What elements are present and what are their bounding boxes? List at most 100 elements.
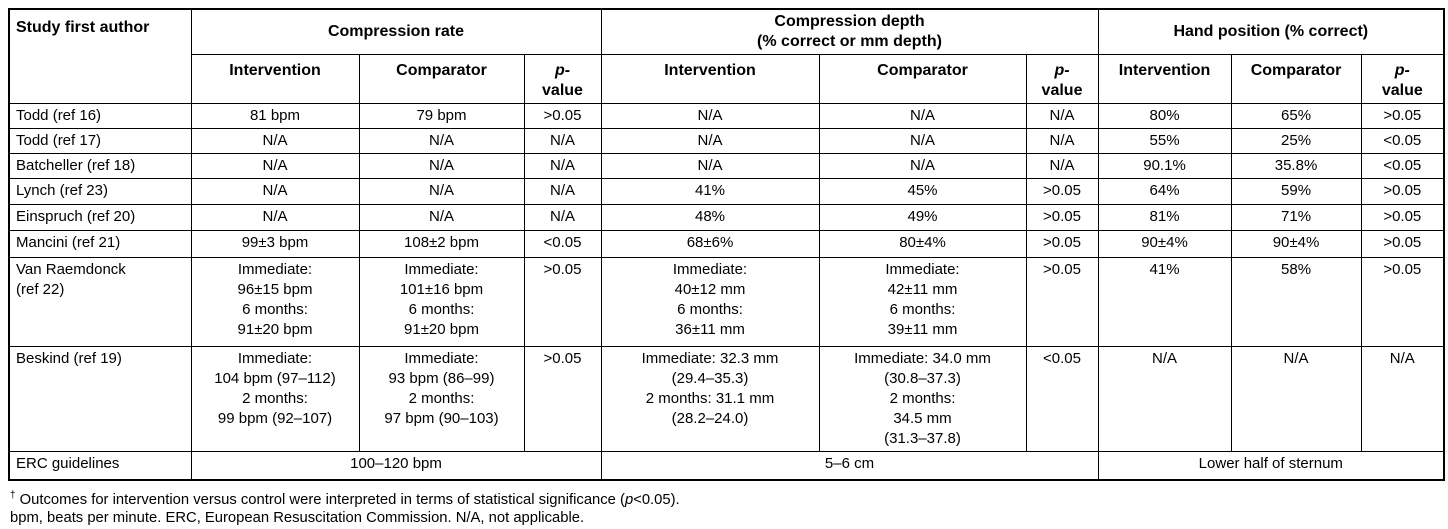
table-row: Van Raemdonck (ref 22) Immediate: 96±15 … <box>8 257 1445 347</box>
col-header-hp-comparator: Comparator <box>1230 54 1362 104</box>
cell-cr-intervention: 99±3 bpm <box>190 230 360 258</box>
cell-cr-p-value: >0.05 <box>523 257 602 347</box>
sub-header-row: Intervention Comparator p-value Interven… <box>9 54 1445 104</box>
cell-cd-comparator: N/A <box>818 128 1027 154</box>
col-header-cd-intervention: Intervention <box>600 54 820 104</box>
cell-cr-p-value: >0.05 <box>523 103 602 129</box>
table-row: Mancini (ref 21) 99±3 bpm 108±2 bpm <0.0… <box>8 230 1445 258</box>
cell-hp-intervention: 90±4% <box>1097 230 1232 258</box>
cell-cr-intervention: N/A <box>190 204 360 231</box>
cell-study: Mancini (ref 21) <box>8 230 192 258</box>
cell-cd-comparator: Immediate: 34.0 mm (30.8–37.3) 2 months:… <box>818 346 1027 452</box>
cell-hp-p-value: N/A <box>1360 346 1445 452</box>
col-header-cd-p-value: p-value <box>1025 54 1099 104</box>
study-comparison-table: Study first author Compression rate Comp… <box>8 8 1446 481</box>
cell-cr-comparator: Immediate: 101±16 bpm 6 months: 91±20 bp… <box>358 257 525 347</box>
cell-cr-comparator: N/A <box>358 204 525 231</box>
cell-cd-comparator: 49% <box>818 204 1027 231</box>
col-header-cr-comparator: Comparator <box>358 54 525 104</box>
cell-hp-comparator: 65% <box>1230 103 1362 129</box>
footnote-p-symbol: p <box>624 491 634 508</box>
cell-erc-compression-depth: 5–6 cm <box>600 451 1099 480</box>
cell-hp-intervention: 90.1% <box>1097 153 1232 179</box>
cell-cr-comparator: 79 bpm <box>358 103 525 129</box>
cell-cr-intervention: Immediate: 96±15 bpm 6 months: 91±20 bpm <box>190 257 360 347</box>
cell-cd-comparator: 45% <box>818 178 1027 205</box>
cell-cd-comparator: Immediate: 42±11 mm 6 months: 39±11 mm <box>818 257 1027 347</box>
cell-cr-p-value: <0.05 <box>523 230 602 258</box>
cell-cd-p-value: <0.05 <box>1025 346 1099 452</box>
cell-hp-intervention: N/A <box>1097 346 1232 452</box>
p-value-label-rest: value <box>1381 82 1423 99</box>
col-header-hp-intervention: Intervention <box>1097 54 1232 104</box>
cell-cr-p-value: N/A <box>523 204 602 231</box>
cell-cd-p-value: >0.05 <box>1025 257 1099 347</box>
cell-erc-compression-rate: 100–120 bpm <box>190 451 602 480</box>
cell-hp-intervention: 81% <box>1097 204 1232 231</box>
table-row: Beskind (ref 19) Immediate: 104 bpm (97–… <box>8 346 1445 452</box>
cell-erc-guidelines-label: ERC guidelines <box>8 451 192 480</box>
table-row: Todd (ref 17) N/A N/A N/A N/A N/A N/A 55… <box>8 128 1445 154</box>
cell-study: Lynch (ref 23) <box>8 178 192 205</box>
cell-cd-intervention: 41% <box>600 178 820 205</box>
col-header-study: Study first author <box>8 8 192 104</box>
group-header-row: Study first author Compression rate Comp… <box>8 8 1445 104</box>
cell-hp-comparator: 58% <box>1230 257 1362 347</box>
footnote-abbreviations: bpm, beats per minute. ERC, European Res… <box>10 510 585 527</box>
cell-cd-intervention: N/A <box>600 128 820 154</box>
group-header-compression-depth: Compression depth (% correct or mm depth… <box>600 8 1099 55</box>
p-value-label-rest: value <box>542 82 583 99</box>
footnote-text: <0.05). <box>633 491 680 508</box>
cell-hp-p-value: <0.05 <box>1360 128 1445 154</box>
guidelines-row: ERC guidelines 100–120 bpm 5–6 cm Lower … <box>8 451 1445 480</box>
cell-hp-p-value: >0.05 <box>1360 230 1445 258</box>
cell-erc-hand-position: Lower half of sternum <box>1097 451 1445 480</box>
cell-study: Van Raemdonck (ref 22) <box>8 257 192 347</box>
cell-cd-p-value: N/A <box>1025 103 1099 129</box>
cell-cr-intervention: N/A <box>190 128 360 154</box>
cell-cr-intervention: N/A <box>190 153 360 179</box>
p-value-label-italic: p- <box>554 62 571 79</box>
dagger-symbol: † <box>10 489 16 501</box>
cell-hp-p-value: >0.05 <box>1360 257 1445 347</box>
cell-cr-p-value: >0.05 <box>523 346 602 452</box>
cell-cr-comparator: 108±2 bpm <box>358 230 525 258</box>
table-row: Batcheller (ref 18) N/A N/A N/A N/A N/A … <box>8 153 1445 179</box>
col-header-cr-intervention: Intervention <box>190 54 360 104</box>
cell-cr-intervention: Immediate: 104 bpm (97–112) 2 months: 99… <box>190 346 360 452</box>
cell-cr-p-value: N/A <box>523 128 602 154</box>
table-footnotes: † Outcomes for intervention versus contr… <box>10 486 1448 529</box>
cell-hp-p-value: >0.05 <box>1360 103 1445 129</box>
col-header-hp-p-value: p-value <box>1360 54 1445 104</box>
col-header-cr-p-value: p-value <box>523 54 602 104</box>
cell-cr-comparator: N/A <box>358 178 525 205</box>
group-header-hand-position: Hand position (% correct) <box>1097 8 1445 55</box>
cell-hp-p-value: >0.05 <box>1360 178 1445 205</box>
p-value-label-rest: value <box>1041 82 1083 99</box>
p-value-label-italic: p- <box>1054 62 1070 79</box>
cell-study: Batcheller (ref 18) <box>8 153 192 179</box>
cell-cd-p-value: >0.05 <box>1025 178 1099 205</box>
cell-hp-comparator: N/A <box>1230 346 1362 452</box>
cell-cd-intervention: N/A <box>600 153 820 179</box>
cell-cr-comparator: Immediate: 93 bpm (86–99) 2 months: 97 b… <box>358 346 525 452</box>
cell-hp-comparator: 59% <box>1230 178 1362 205</box>
cell-study: Todd (ref 17) <box>8 128 192 154</box>
cell-cr-intervention: 81 bpm <box>190 103 360 129</box>
cell-cr-p-value: N/A <box>523 178 602 205</box>
cell-study: Todd (ref 16) <box>8 103 192 129</box>
cell-study: Beskind (ref 19) <box>8 346 192 452</box>
footnote-text: Outcomes for intervention versus control… <box>15 491 625 508</box>
cell-cd-p-value: >0.05 <box>1025 230 1099 258</box>
cell-cd-comparator: N/A <box>818 153 1027 179</box>
cell-cd-p-value: N/A <box>1025 153 1099 179</box>
cell-hp-intervention: 55% <box>1097 128 1232 154</box>
col-header-cd-comparator: Comparator <box>818 54 1027 104</box>
cell-hp-intervention: 41% <box>1097 257 1232 347</box>
cell-study: Einspruch (ref 20) <box>8 204 192 231</box>
cell-hp-intervention: 80% <box>1097 103 1232 129</box>
cell-hp-p-value: >0.05 <box>1360 204 1445 231</box>
cell-cd-intervention: N/A <box>600 103 820 129</box>
cell-cd-intervention: 48% <box>600 204 820 231</box>
cell-hp-comparator: 90±4% <box>1230 230 1362 258</box>
